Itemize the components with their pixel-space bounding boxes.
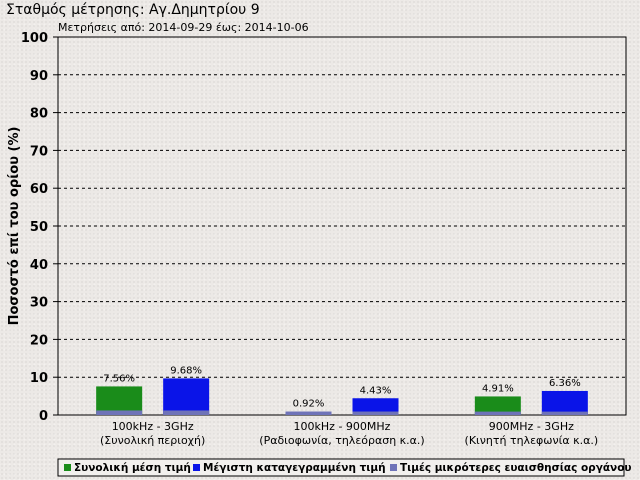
category-label: 900MHz - 3GHz: [489, 420, 574, 433]
bar: [541, 390, 588, 415]
bar-sensitivity-base: [163, 410, 210, 415]
legend: Συνολική μέση τιμή Μέγιστη καταγεγραμμένη…: [57, 458, 632, 477]
y-tick-label: 100: [21, 31, 48, 46]
category-sublabel: (Συνολική περιοχή): [100, 434, 205, 447]
category-label: 100kHz - 900MHz: [294, 420, 391, 433]
bar: [352, 398, 399, 415]
bar-value-label: 9.68%: [170, 365, 202, 376]
legend-label: Μέγιστη καταγεγραμμένη τιμή: [203, 462, 386, 474]
y-tick-label: 0: [39, 409, 48, 424]
y-tick-label: 90: [30, 69, 48, 84]
gridlines: [58, 74, 626, 378]
legend-swatch: [64, 464, 71, 471]
bar-sensitivity-base: [96, 410, 143, 415]
bars: 7.56% 9.68% 4.43% 0.92% 4.91% 6.36%: [96, 365, 588, 415]
category-sublabel: (Κινητή τηλεφωνία κ.α.): [465, 434, 599, 447]
y-axis-ticks: 0 10 20 30 40 50 60 70 80 90 100: [21, 31, 58, 424]
chart-subtitle: Μετρήσεις από: 2014-09-29 έως: 2014-10-0…: [58, 21, 309, 34]
bar-sensitivity-base: [352, 411, 399, 415]
legend-label: Συνολική μέση τιμή: [74, 462, 191, 474]
legend-label: Τιμές μικρότερες ευαισθησίας οργάνου: [400, 462, 632, 474]
x-axis-categories: 100kHz - 3GHz(Συνολική περιοχή) 100kHz - …: [100, 420, 598, 447]
category-sublabel: (Ραδιοφωνία, τηλεόραση κ.α.): [259, 434, 424, 447]
chart-title: Σταθμός μέτρησης: Αγ.Δημητρίου 9: [6, 2, 260, 18]
bar-value-label: 4.91%: [482, 383, 514, 394]
y-tick-label: 10: [30, 371, 48, 386]
bar-value-label: 7.56%: [103, 373, 135, 384]
bar: [96, 386, 143, 415]
y-tick-label: 40: [30, 258, 48, 273]
bar-value-label: 6.36%: [549, 378, 581, 389]
legend-swatch: [193, 464, 200, 471]
y-tick-label: 30: [30, 296, 48, 311]
legend-box: [57, 458, 625, 477]
bar-sensitivity-base: [474, 411, 521, 415]
legend-swatch: [390, 464, 397, 471]
y-tick-label: 80: [30, 107, 48, 122]
category-label: 100kHz - 3GHz: [112, 420, 194, 433]
bar: [163, 378, 210, 415]
bar-value-label: 4.43%: [360, 385, 392, 396]
bar-sensitivity-base: [541, 411, 588, 415]
y-tick-label: 20: [30, 333, 48, 348]
y-axis-label: Ποσοστό επί του ορίου (%): [7, 127, 22, 326]
y-tick-label: 50: [30, 220, 48, 235]
y-tick-label: 70: [30, 144, 48, 159]
y-tick-label: 60: [30, 182, 48, 197]
bar-value-label: 0.92%: [293, 399, 325, 410]
bar-sensitivity: [285, 411, 332, 415]
bar: [474, 396, 521, 415]
